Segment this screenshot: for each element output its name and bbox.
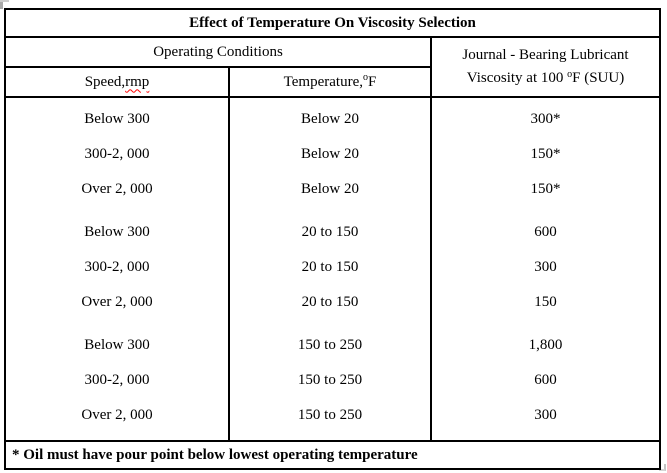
table-row: Below 300 Below 20 300* bbox=[6, 102, 659, 137]
viscosity-cell: 300* bbox=[430, 102, 659, 137]
speed-cell: Over 2, 000 bbox=[81, 407, 153, 423]
speed-cell: Below 300 bbox=[84, 111, 150, 127]
speed-cell: Below 300 bbox=[84, 224, 150, 240]
speed-cell: Below 300 bbox=[84, 337, 150, 353]
temperature-cell: Below 20 bbox=[228, 102, 430, 137]
degree-superscript: o bbox=[567, 69, 573, 81]
table-row: Below 300 150 to 250 1,800 bbox=[6, 328, 659, 363]
speed-cell: 300-2, 000 bbox=[84, 259, 150, 275]
table-header: Operating Conditions Speed, rmp Temperat… bbox=[6, 38, 659, 98]
viscosity-cell: 600 bbox=[430, 363, 659, 398]
footnote: * Oil must have pour point below lowest … bbox=[6, 440, 659, 468]
operating-conditions-header: Operating Conditions bbox=[6, 38, 430, 68]
viscosity-cell: 150* bbox=[430, 172, 659, 207]
viscosity-cell: 300 bbox=[430, 250, 659, 285]
table-row: Over 2, 000 150 to 250 300 bbox=[6, 398, 659, 433]
temperature-cell: 20 to 150 bbox=[228, 250, 430, 285]
table-body: Below 300 Below 20 300* 300-2, 000 Below… bbox=[6, 98, 659, 440]
temperature-cell: Below 20 bbox=[228, 172, 430, 207]
viscosity-header-line1: Journal - Bearing Lubricant bbox=[462, 46, 629, 63]
speed-cell: Over 2, 000 bbox=[81, 294, 153, 310]
temperature-cell: 20 to 150 bbox=[228, 285, 430, 320]
temperature-cell: Below 20 bbox=[228, 137, 430, 172]
table-row: 300-2, 000 20 to 150 300 bbox=[6, 250, 659, 285]
table-row: 300-2, 000 Below 20 150* bbox=[6, 137, 659, 172]
speed-cell: Over 2, 000 bbox=[81, 181, 153, 197]
viscosity-cell: 1,800 bbox=[430, 328, 659, 363]
temperature-cell: 150 to 250 bbox=[228, 398, 430, 433]
speed-header-misspelled-word: rmp bbox=[125, 73, 150, 90]
group-spacer-row bbox=[6, 320, 659, 328]
viscosity-header-line2: Viscosity at 100 oF (SUU) bbox=[466, 69, 625, 87]
viscosity-cell: 600 bbox=[430, 215, 659, 250]
viscosity-column-header: Journal - Bearing Lubricant Viscosity at… bbox=[430, 38, 659, 96]
speed-column-header: Speed, rmp bbox=[6, 68, 228, 96]
table-row: Over 2, 000 20 to 150 150 bbox=[6, 285, 659, 320]
temperature-cell: 20 to 150 bbox=[228, 215, 430, 250]
spacer-row bbox=[6, 98, 659, 102]
viscosity-selection-table: Effect of Temperature On Viscosity Selec… bbox=[4, 8, 661, 470]
speed-cell: 300-2, 000 bbox=[84, 372, 150, 388]
table-row: Over 2, 000 Below 20 150* bbox=[6, 172, 659, 207]
temperature-cell: 150 to 250 bbox=[228, 363, 430, 398]
operating-conditions-header-group: Operating Conditions Speed, rmp Temperat… bbox=[6, 38, 430, 96]
viscosity-cell: 150 bbox=[430, 285, 659, 320]
viscosity-cell: 300 bbox=[430, 398, 659, 433]
page-edge-artifact-bottom-right bbox=[659, 464, 666, 471]
table-row: Below 300 20 to 150 600 bbox=[6, 215, 659, 250]
group-spacer-row bbox=[6, 207, 659, 215]
temperature-cell: 150 to 250 bbox=[228, 328, 430, 363]
temperature-header-unit: F bbox=[367, 73, 377, 90]
temperature-header-text: Temperature, bbox=[283, 73, 363, 90]
degree-superscript: o bbox=[362, 71, 368, 83]
speed-header-text: Speed, bbox=[84, 73, 126, 90]
table-title: Effect of Temperature On Viscosity Selec… bbox=[6, 10, 659, 38]
filler-row bbox=[6, 433, 659, 440]
viscosity-cell: 150* bbox=[430, 137, 659, 172]
speed-cell: 300-2, 000 bbox=[84, 146, 150, 162]
table-row: 300-2, 000 150 to 250 600 bbox=[6, 363, 659, 398]
page-edge-artifact-top-left bbox=[0, 0, 9, 9]
